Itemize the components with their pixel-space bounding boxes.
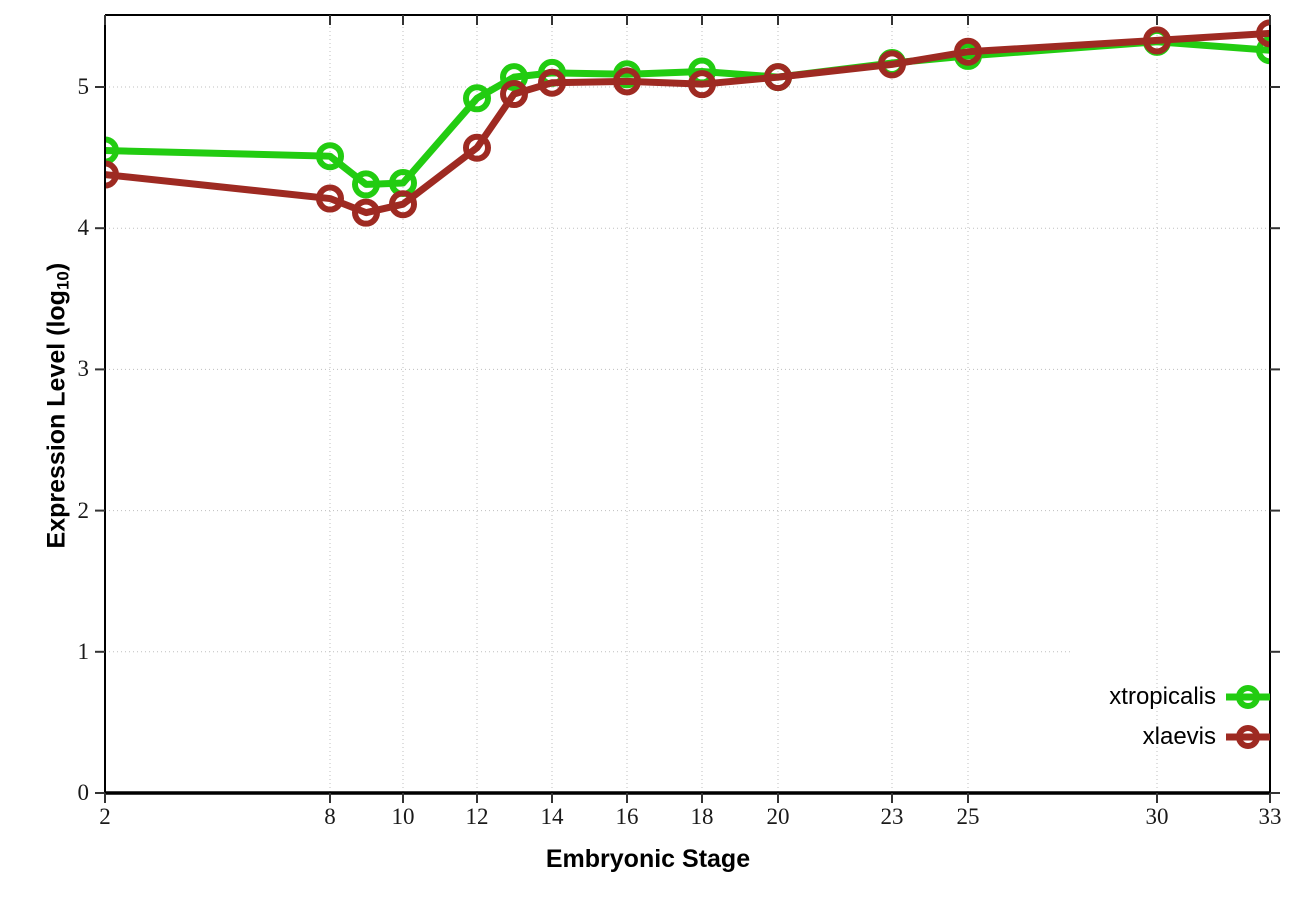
y-tick-label: 1 <box>77 638 90 664</box>
x-tick-label: 20 <box>766 804 790 829</box>
y-axis-title: Expression Level (log10) <box>42 196 73 616</box>
x-tick-label: 23 <box>880 804 904 829</box>
x-tick-label: 8 <box>324 804 336 829</box>
x-tick-label: 14 <box>540 804 564 829</box>
x-axis-title: Embryonic Stage <box>0 845 1296 874</box>
y-axis-title-text: Expression Level (log <box>42 290 71 549</box>
x-tick-label: 33 <box>1258 804 1282 829</box>
x-tick-label: 25 <box>956 804 980 829</box>
legend-label: xlaevis <box>1142 723 1216 750</box>
legend-label: xtropicalis <box>1109 683 1216 710</box>
x-tick-label: 18 <box>690 804 714 829</box>
x-tick-label: 16 <box>615 804 639 829</box>
y-axis-title-subscript: 10 <box>53 271 73 291</box>
y-axis-title-tail: ) <box>42 262 71 272</box>
legend-marker-icon <box>1226 725 1270 749</box>
axis-ticks <box>95 15 1280 803</box>
y-tick-label: 5 <box>77 74 90 99</box>
x-tick-label: 10 <box>391 804 415 829</box>
axis-lines <box>104 14 1271 795</box>
legend-item-xlaevis[interactable]: xlaevis <box>1143 723 1270 751</box>
gridlines <box>105 15 1270 793</box>
series-lines <box>105 19 1270 227</box>
y-tick-label: 4 <box>77 215 90 241</box>
y-tick-label: 0 <box>77 780 90 805</box>
x-tick-label: 2 <box>99 804 111 829</box>
x-tick-label: 30 <box>1145 804 1169 829</box>
y-tick-label: 3 <box>77 356 90 382</box>
x-axis-title-text: Embryonic Stage <box>545 845 751 873</box>
legend-marker-icon <box>1226 685 1270 709</box>
y-tick-label: 2 <box>77 497 90 523</box>
x-tick-label: 12 <box>465 804 489 829</box>
legend-item-xtropicalis[interactable]: xtropicalis <box>1109 683 1270 711</box>
